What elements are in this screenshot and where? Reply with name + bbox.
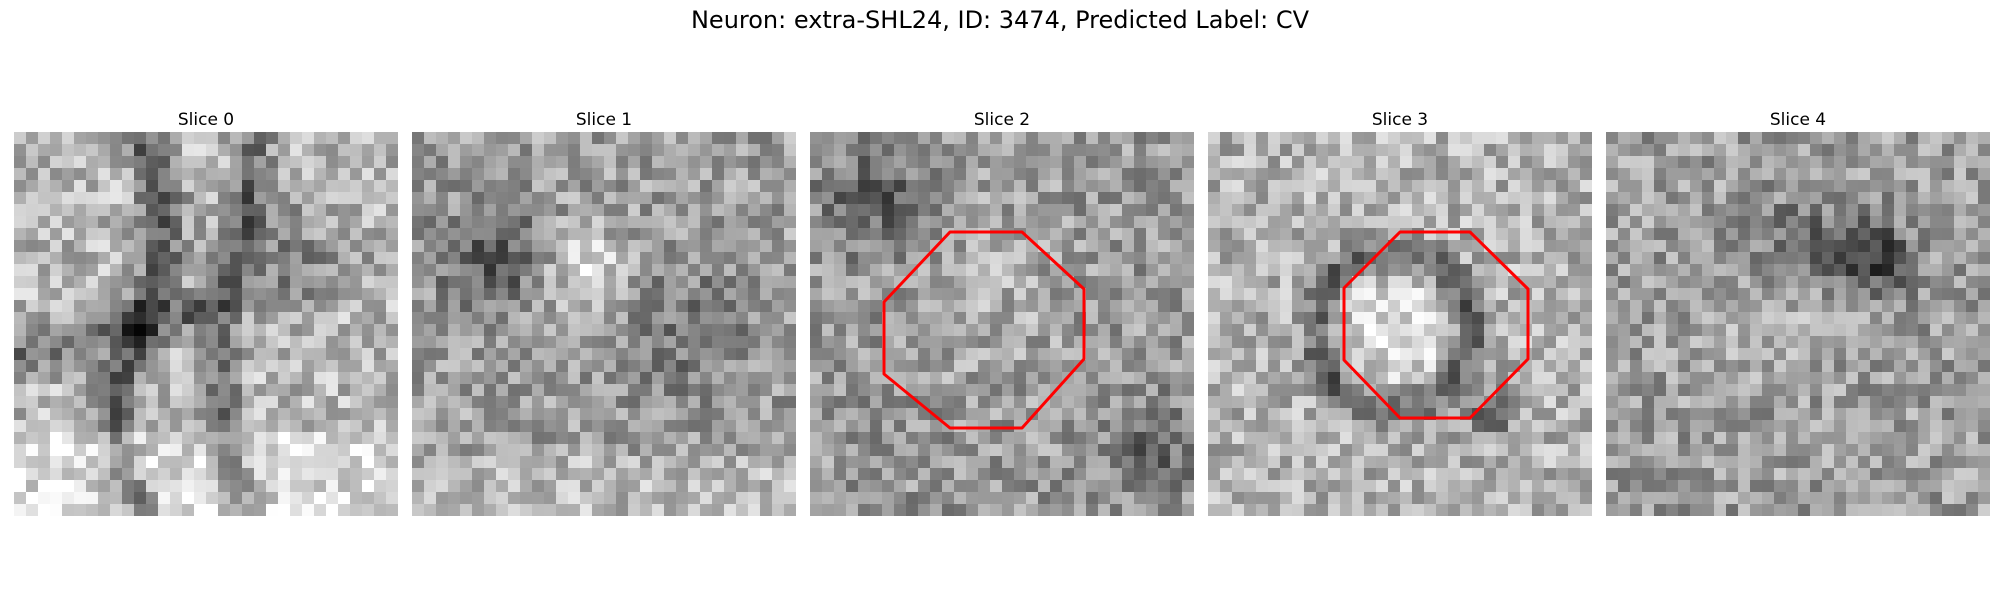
slice-panel-3: Slice 3 [1208,108,1592,516]
octagon-marker-3 [1342,230,1530,420]
slice-title-4: Slice 4 [1769,110,1827,130]
slice-title-0: Slice 0 [177,110,235,130]
predicted-region-octagon-2 [882,230,1086,430]
predicted-region-octagon-3 [1342,230,1530,420]
slice-image-1 [412,132,796,516]
figure-title: Neuron: extra-SHL24, ID: 3474, Predicted… [690,6,1310,34]
slice-title-1: Slice 1 [575,110,633,130]
slice-image-0 [14,132,398,516]
octagon-marker-2 [882,230,1086,430]
slice-image-2 [810,132,1194,516]
slice-panel-4: Slice 4 [1606,108,1990,516]
slice-image-4 [1606,132,1990,516]
slice-title-3: Slice 3 [1371,110,1429,130]
slice-title-2: Slice 2 [973,110,1031,130]
slice-panel-0: Slice 0 [14,108,398,516]
slice-panel-1: Slice 1 [412,108,796,516]
slice-panel-2: Slice 2 [810,108,1194,516]
